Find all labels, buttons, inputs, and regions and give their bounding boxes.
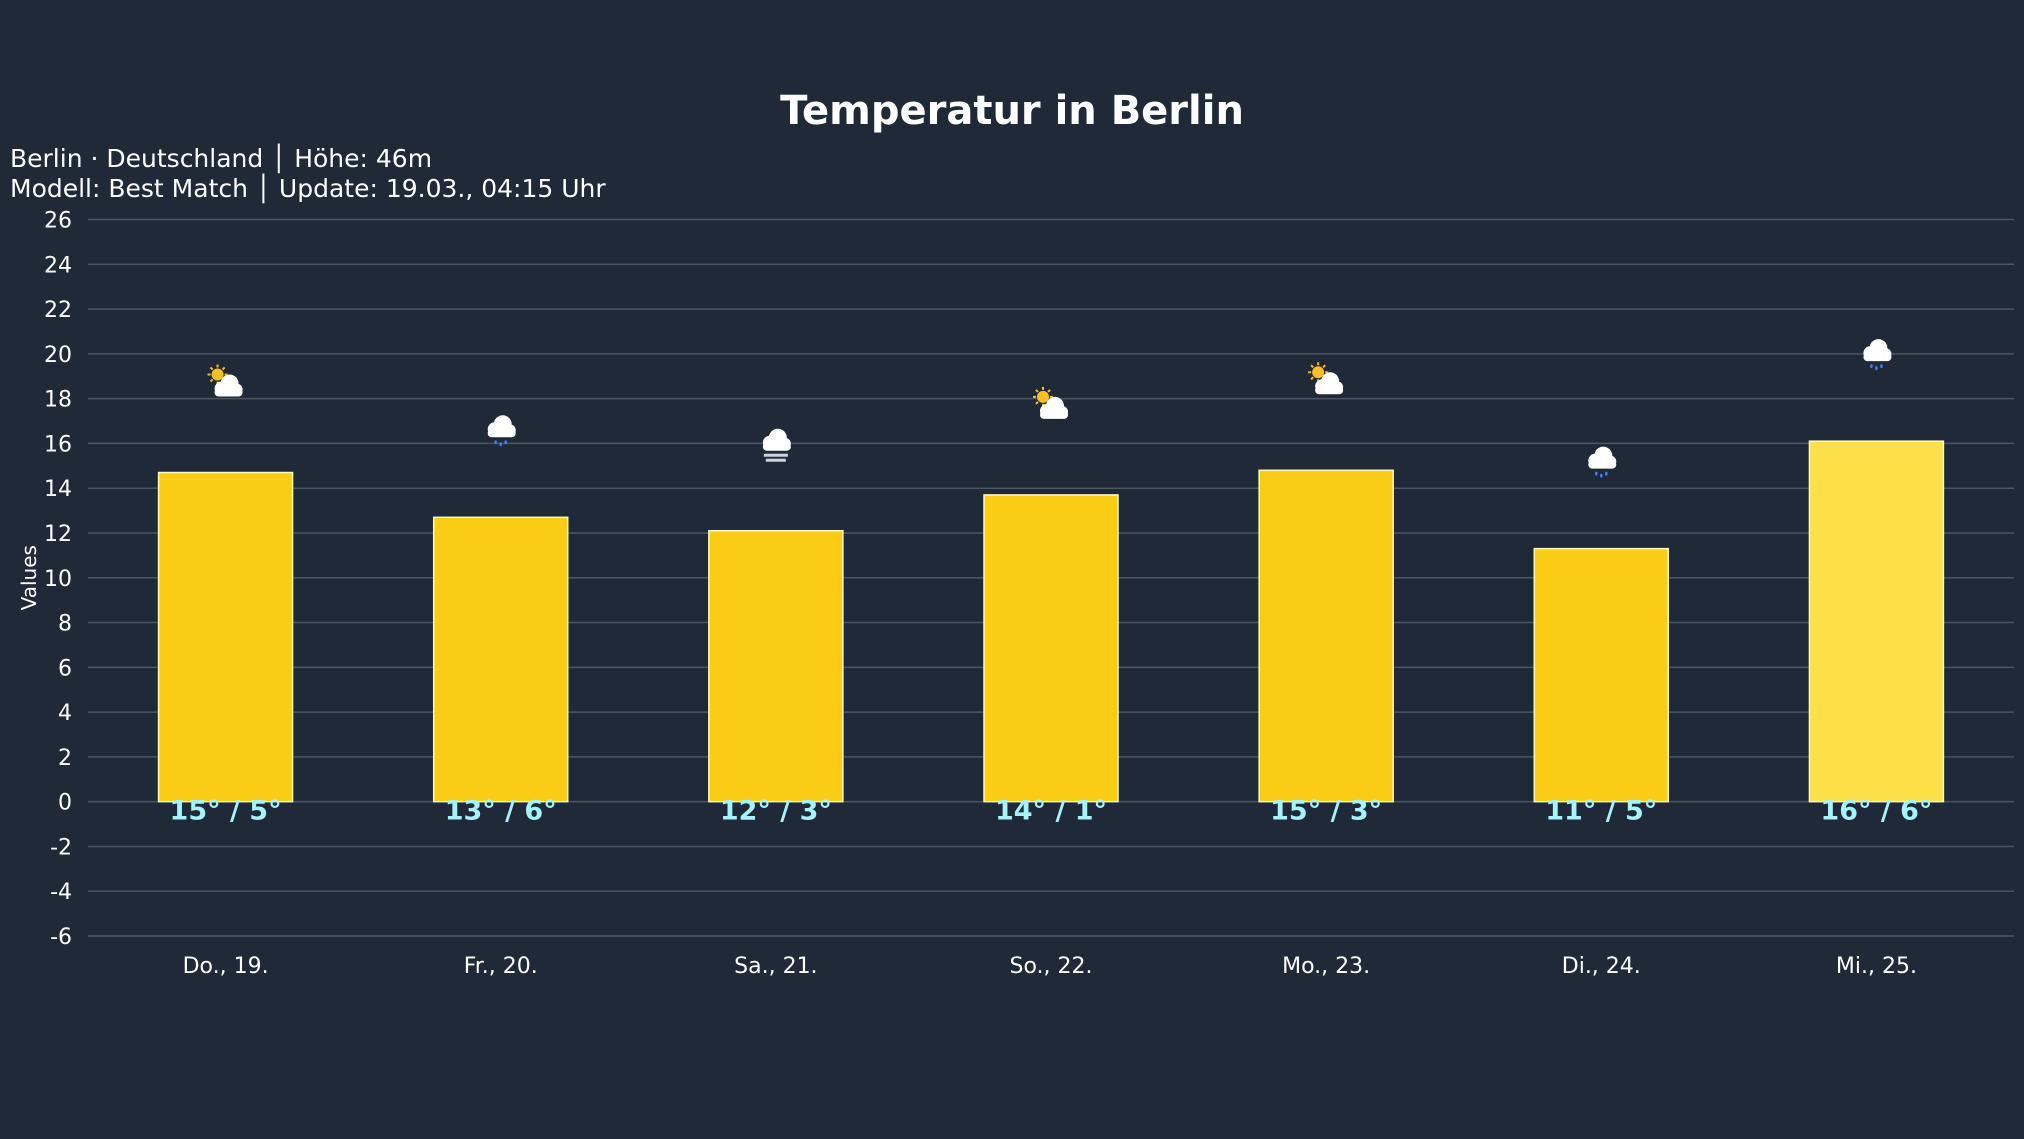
data-label: 15° / 3° [1270,796,1382,827]
sun-ray [221,366,226,371]
sun-ray [1310,376,1314,381]
sun-part [1037,390,1049,403]
x-tick-label: So., 22. [1009,954,1092,979]
partly-cloudy-icon [1308,362,1344,395]
chart-title: Temperatur in Berlin [780,88,1244,134]
bar [1808,440,1945,803]
y-tick-label: 18 [44,388,72,413]
sun-ray [209,366,214,371]
x-tick-label: Mo., 23. [1282,954,1370,979]
rain-drop [494,440,498,445]
y-tick-label: 0 [58,791,72,816]
partly-cloudy-icon [207,364,243,397]
sun-ray [209,378,214,383]
data-label: 11° / 5° [1545,796,1657,827]
y-tick-label: -2 [50,835,72,860]
fog-line [763,453,788,457]
y-tick-label: 16 [44,432,72,457]
y-tick-label: 12 [44,522,72,547]
sun-part [211,368,224,381]
rain-drop [1870,364,1873,369]
x-tick-label: Di., 24. [1562,954,1641,979]
rain-drop [1599,473,1603,478]
y-tick-label: 26 [44,209,72,234]
sun-ray [1310,364,1314,369]
cloud-part [1863,353,1892,362]
fog-icon [762,428,791,462]
rain-drop [1604,471,1608,476]
sun-ray [1035,401,1039,405]
y-tick-label: 6 [58,656,72,681]
bar [983,494,1119,803]
sun-ray [1322,364,1326,369]
sun-part [1312,366,1325,379]
cloud-part [487,429,516,438]
y-tick-label: 14 [44,477,72,502]
y-axis-label: Values [17,545,41,610]
bar [708,529,844,803]
model-update-info: Modell: Best Match │ Update: 19.03., 04:… [10,174,606,203]
data-label: 15° / 5° [170,796,282,827]
rain-drop [1875,366,1878,371]
rain-icon [1863,339,1892,371]
rain-drop [1880,364,1883,369]
y-tick-label: 22 [44,298,72,323]
fog-line [765,458,786,462]
bar [1258,469,1394,803]
y-tick-label: -4 [50,880,72,905]
bar [432,516,569,803]
y-tick-label: 24 [44,253,72,278]
data-label: 16° / 6° [1820,796,1932,827]
rain-drop [499,442,503,447]
partly-cloudy-icon [1033,386,1068,419]
sun-ray [1035,389,1039,393]
cloud-part [1588,460,1617,469]
data-label: 12° / 3° [720,796,832,827]
data-label: 13° / 6° [445,796,557,827]
x-tick-label: Sa., 21. [734,954,817,979]
sun-ray [1047,389,1051,393]
y-tick-label: 20 [44,343,72,368]
y-tick-label: -6 [50,925,72,950]
data-label: 14° / 1° [995,796,1107,827]
y-tick-label: 2 [58,746,72,771]
y-tick-label: 4 [58,701,72,726]
cloud-part [762,442,791,451]
cloud-part [214,388,243,397]
rain-drop [1594,471,1598,476]
bar [1533,547,1670,803]
y-tick-label: 10 [44,567,72,592]
bar [157,471,294,803]
cloud-part [1315,386,1344,395]
location-info: Berlin · Deutschland │ Höhe: 46m [10,144,433,173]
y-tick-label: 8 [58,612,72,637]
x-tick-label: Fr., 20. [464,954,538,979]
x-tick-label: Do., 19. [183,954,269,979]
x-tick-label: Mi., 25. [1836,954,1917,979]
cloud-part [1040,410,1068,419]
rain-icon [487,415,516,447]
rain-icon [1588,446,1617,478]
rain-drop [504,440,508,445]
